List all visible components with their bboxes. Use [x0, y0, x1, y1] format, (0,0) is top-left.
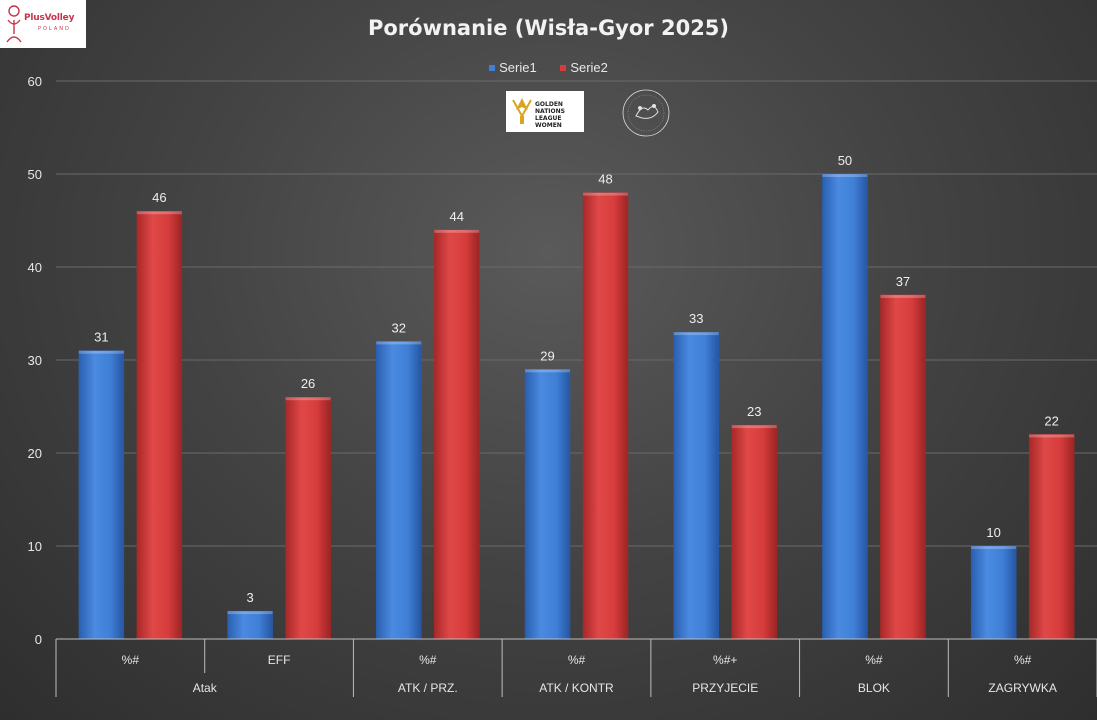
bar-highlight [880, 294, 926, 298]
x-group-label: PRZYJECIE [692, 681, 758, 695]
x-tick-label: %#+ [713, 653, 737, 667]
data-label: 3 [246, 590, 253, 605]
x-group-label: BLOK [858, 681, 890, 695]
bar-highlight [583, 192, 628, 196]
tournament-logo-text: GOLDEN NATIONS LEAGUE WOMEN [535, 101, 565, 129]
data-label: 48 [598, 172, 612, 187]
y-tick-label: 20 [28, 446, 42, 461]
bar-serie2 [285, 396, 331, 640]
pzps-logo: PlusVolley POLAND [0, 0, 86, 48]
bar-serie2 [880, 294, 926, 640]
x-tick-label: %# [568, 653, 586, 667]
y-tick-label: 40 [28, 260, 42, 275]
bar-highlight [78, 350, 124, 354]
x-tick-label: EFF [268, 653, 291, 667]
bar-serie1 [673, 331, 719, 640]
x-group-label: Atak [193, 681, 218, 695]
data-label: 10 [986, 525, 1000, 540]
bar-serie1 [822, 173, 868, 640]
data-label: 46 [152, 190, 166, 205]
x-tick-label: %# [419, 653, 437, 667]
bar-highlight [136, 211, 182, 215]
bar-serie2 [582, 192, 629, 640]
bar-serie2 [136, 210, 183, 640]
bar-serie1 [376, 341, 422, 640]
bar-highlight [227, 611, 273, 615]
chart-title: Porównanie (Wisła-Gyor 2025) [367, 16, 730, 40]
data-label: 32 [392, 320, 406, 335]
y-tick-label: 50 [28, 167, 42, 182]
legend-label-serie2: Serie2 [570, 60, 608, 75]
bar-highlight [673, 332, 719, 336]
data-label: 31 [94, 330, 108, 345]
data-label: 50 [838, 153, 852, 168]
data-label: 22 [1044, 413, 1058, 428]
bar-serie2 [1028, 434, 1075, 640]
x-group-label: ATK / KONTR [539, 681, 614, 695]
bar-serie1 [227, 610, 273, 640]
bar-highlight [434, 229, 480, 233]
legend-item-serie2: Serie2 [560, 60, 608, 75]
pzps-brand-text: PlusVolley [24, 13, 75, 23]
y-tick-label: 10 [28, 539, 42, 554]
bar-serie1 [970, 545, 1017, 640]
x-group-label: ZAGRYWKA [988, 681, 1056, 695]
legend-item-serie1: Serie1 [489, 60, 537, 75]
bar-serie1 [524, 369, 571, 640]
data-label: 33 [689, 311, 703, 326]
bar-highlight [971, 546, 1017, 549]
bar-serie2 [731, 424, 777, 640]
data-label: 37 [896, 274, 910, 289]
x-tick-label: %# [122, 653, 140, 667]
legend-label-serie1: Serie1 [499, 60, 537, 75]
bar-serie2 [434, 229, 480, 640]
y-tick-label: 30 [28, 353, 42, 368]
bar-highlight [285, 397, 331, 401]
bar-highlight [731, 425, 777, 429]
y-tick-label: 60 [28, 74, 42, 89]
trophy-icon [512, 98, 532, 124]
data-label: 29 [540, 348, 554, 363]
legend-swatch-serie2 [560, 64, 567, 71]
legend: Serie1 Serie2 [0, 60, 1097, 75]
bar-highlight [822, 174, 868, 177]
golden-nations-league-logo: GOLDEN NATIONS LEAGUE WOMEN [506, 91, 584, 132]
x-tick-label: %# [865, 653, 883, 667]
volleyball-player-icon [6, 5, 22, 43]
bar-highlight [525, 369, 570, 373]
legend-swatch-serie1 [489, 64, 496, 71]
championship-seal-icon [622, 89, 670, 137]
data-label: 26 [301, 376, 315, 391]
data-label: 44 [450, 209, 464, 224]
bar-serie1 [78, 350, 125, 640]
y-tick-label: 0 [35, 632, 42, 647]
x-tick-label: %# [1014, 653, 1032, 667]
pzps-sub-text: POLAND [38, 26, 71, 32]
x-group-label: ATK / PRZ. [398, 681, 458, 695]
bar-highlight [1029, 434, 1075, 438]
data-label: 23 [747, 404, 761, 419]
bar-highlight [376, 341, 422, 345]
